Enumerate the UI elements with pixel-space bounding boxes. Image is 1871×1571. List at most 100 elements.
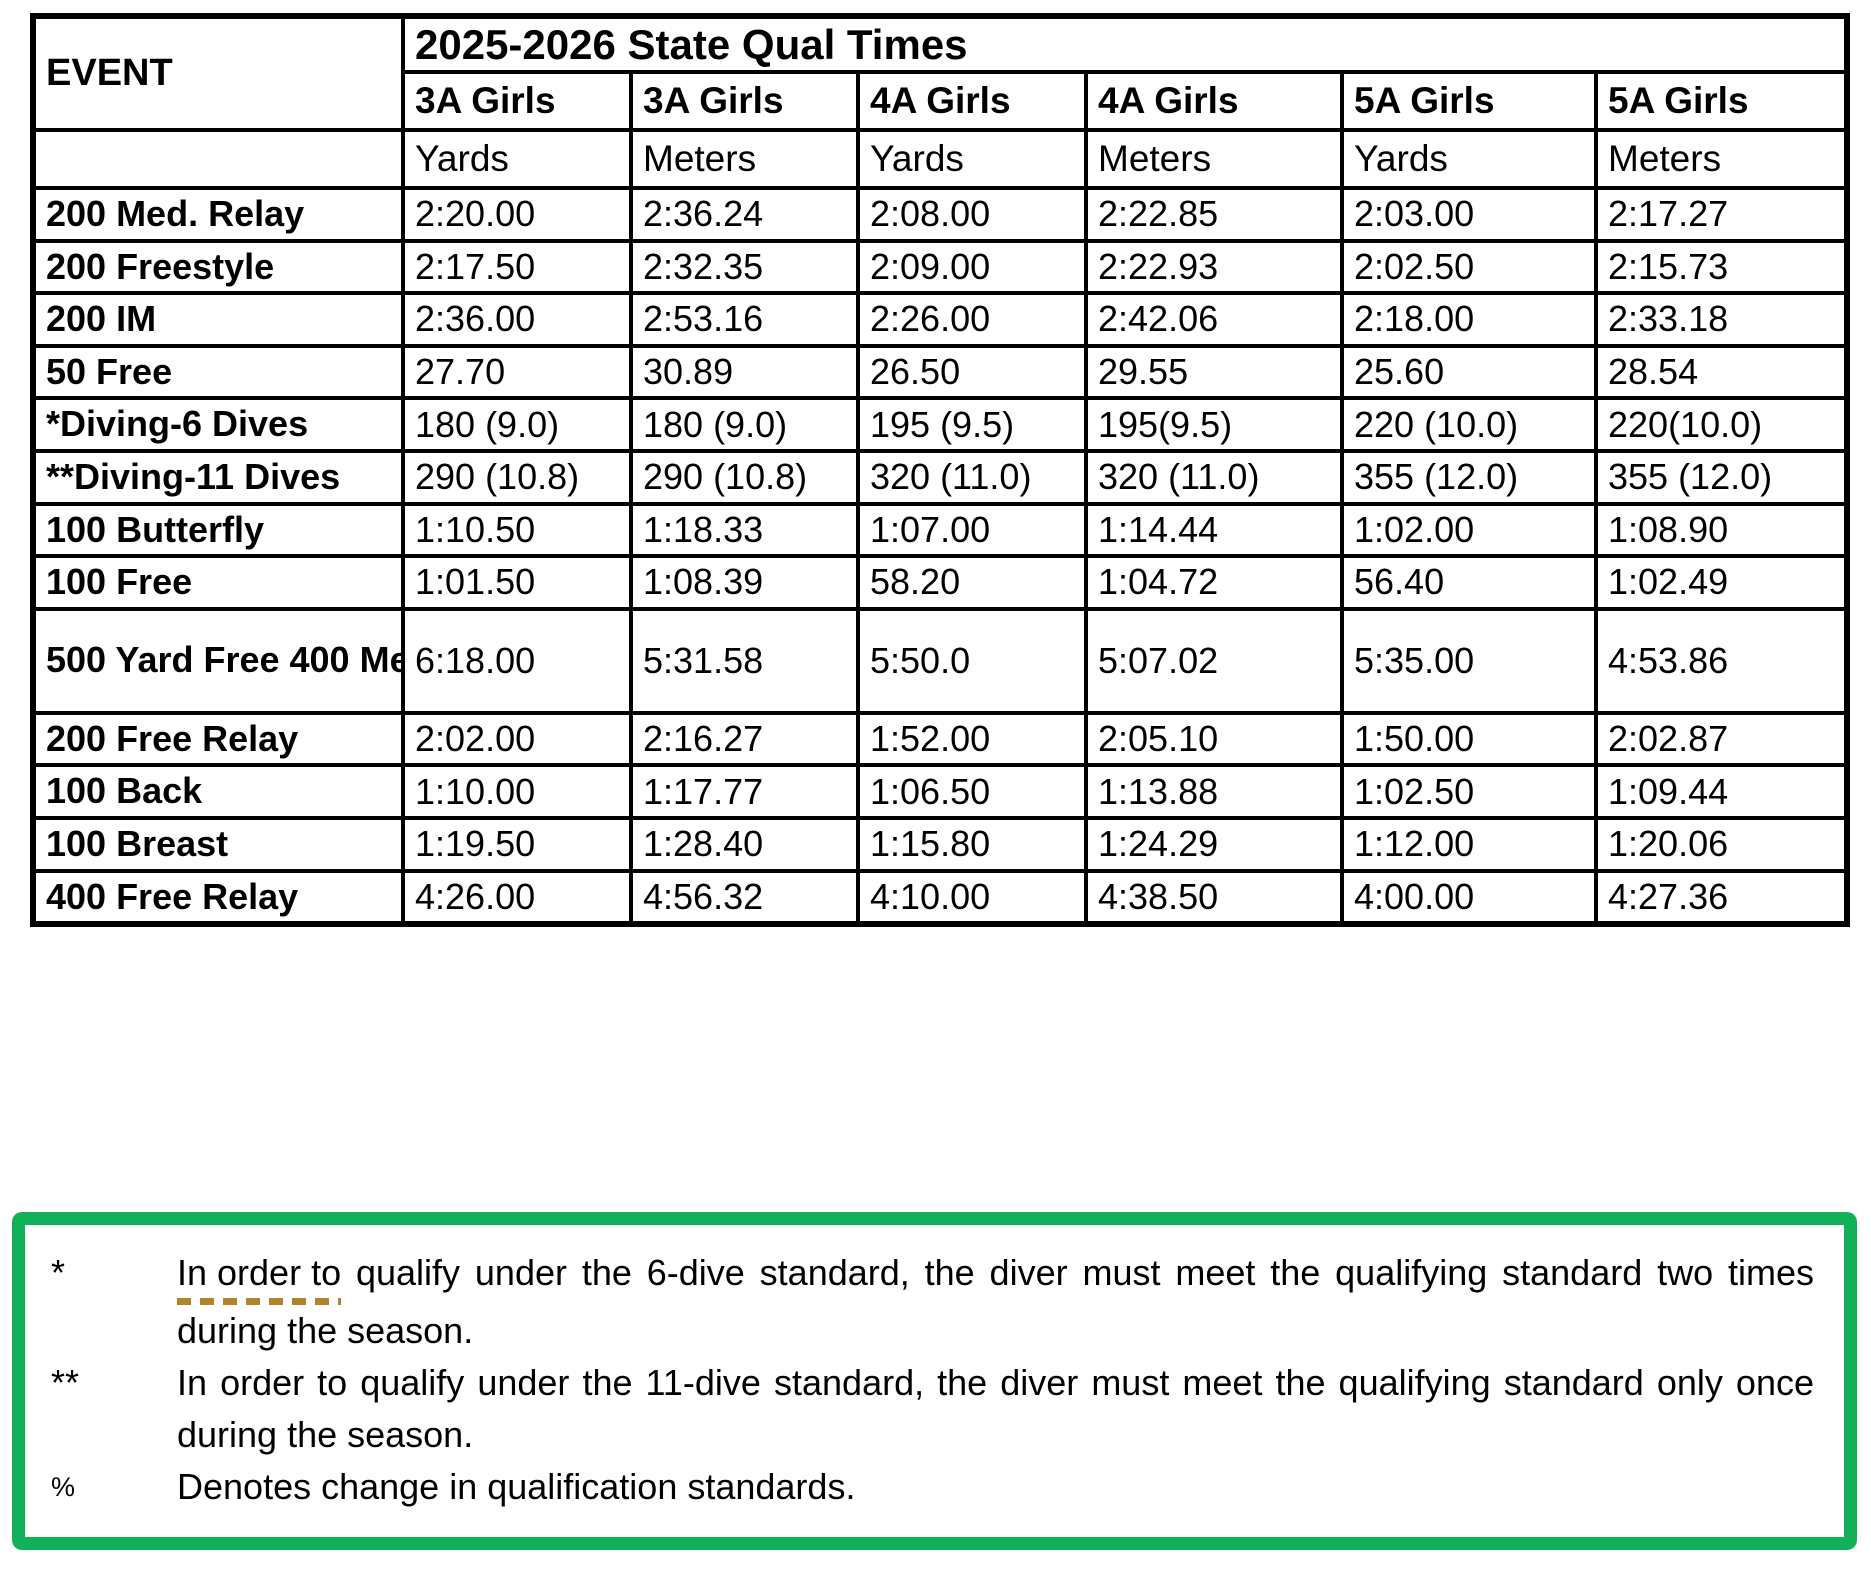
event-cell: 200 IM — [31, 291, 405, 348]
value-cell: 2:42.06 — [1084, 291, 1344, 348]
value-cell: 2:32.35 — [629, 238, 860, 296]
value-cell: 56.40 — [1340, 554, 1598, 611]
unit-header: Meters — [1593, 128, 1850, 190]
value-cell: 320 (11.0) — [856, 448, 1088, 506]
value-cell: 320 (11.0) — [1084, 448, 1344, 506]
event-cell: 100 Free — [31, 554, 405, 611]
value-cell: 1:12.00 — [1340, 815, 1598, 873]
value-cell: 1:15.80 — [856, 815, 1088, 873]
footnotes-box: * In order to qualify under the 6-dive s… — [12, 1212, 1857, 1550]
footnote-text-rest: qualify under the 6-dive standard, the d… — [177, 1252, 1814, 1351]
table-row: **Diving-11 Dives 290 (10.8) 290 (10.8) … — [31, 448, 1850, 506]
value-cell: 27.70 — [401, 343, 633, 401]
unit-header: Meters — [629, 128, 860, 190]
footnote-marker-double-asterisk: ** — [51, 1362, 80, 1403]
table-row: 100 Breast 1:19.50 1:28.40 1:15.80 1:24.… — [31, 815, 1850, 873]
value-cell: 1:17.77 — [629, 763, 860, 820]
value-cell: 2:22.85 — [1084, 186, 1344, 243]
event-column-header: EVENT — [31, 14, 405, 132]
value-cell: 2:20.00 — [401, 186, 633, 243]
footnote-11-dive: ** In order to qualify under the 11-dive… — [37, 1357, 1814, 1461]
value-cell: 1:19.50 — [401, 815, 633, 873]
footnote-text-11-dive: In order to qualify under the 11-dive st… — [177, 1362, 1814, 1455]
unit-header-row: Yards Meters Yards Meters Yards Meters — [31, 128, 1850, 190]
table-row: 200 Free Relay 2:02.00 2:16.27 1:52.00 2… — [31, 710, 1850, 768]
value-cell: 1:08.39 — [629, 554, 860, 611]
table-row: 50 Free 27.70 30.89 26.50 29.55 25.60 28… — [31, 343, 1850, 401]
value-cell: 4:00.00 — [1340, 868, 1598, 927]
value-cell: 2:36.00 — [401, 291, 633, 348]
value-cell: 195(9.5) — [1084, 396, 1344, 453]
table-row: 200 Med. Relay 2:20.00 2:36.24 2:08.00 2… — [31, 186, 1850, 243]
footnote-change: % Denotes change in qualification standa… — [37, 1461, 1814, 1513]
value-cell: 2:02.50 — [1340, 238, 1598, 296]
footnote-text-change: Denotes change in qualification standard… — [177, 1466, 856, 1507]
value-cell: 2:33.18 — [1593, 291, 1850, 348]
value-cell: 1:02.50 — [1340, 763, 1598, 820]
value-cell: 1:06.50 — [856, 763, 1088, 820]
table-header: EVENT 2025-2026 State Qual Times 3A Girl… — [31, 14, 1850, 190]
event-cell: 200 Freestyle — [31, 238, 405, 296]
value-cell: 1:09.44 — [1593, 763, 1850, 820]
value-cell: 2:36.24 — [629, 186, 860, 243]
event-cell: 50 Free — [31, 343, 405, 401]
value-cell: 4:53.86 — [1593, 606, 1850, 715]
group-header-row: 3A Girls 3A Girls 4A Girls 4A Girls 5A G… — [33, 70, 1850, 132]
value-cell: 2:22.93 — [1084, 238, 1344, 296]
value-cell: 220 (10.0) — [1340, 396, 1598, 453]
value-cell: 1:24.29 — [1084, 815, 1344, 873]
value-cell: 2:09.00 — [856, 238, 1088, 296]
unit-header: Yards — [1340, 128, 1598, 190]
footnote-text-6-dive: In order to qualify under the 6-dive sta… — [177, 1247, 1814, 1357]
table-row: *Diving-6 Dives 180 (9.0) 180 (9.0) 195 … — [31, 396, 1850, 453]
value-cell: 5:07.02 — [1084, 606, 1344, 715]
event-cell: 400 Free Relay — [31, 868, 405, 927]
value-cell: 290 (10.8) — [401, 448, 633, 506]
value-cell: 4:38.50 — [1084, 868, 1344, 927]
value-cell: 4:26.00 — [401, 868, 633, 927]
value-cell: 2:08.00 — [856, 186, 1088, 243]
title-row: EVENT 2025-2026 State Qual Times — [31, 14, 1850, 132]
value-cell: 2:53.16 — [629, 291, 860, 348]
value-cell: 58.20 — [856, 554, 1088, 611]
value-cell: 29.55 — [1084, 343, 1344, 401]
value-cell: 30.89 — [629, 343, 860, 401]
value-cell: 355 (12.0) — [1593, 448, 1850, 506]
value-cell: 2:18.00 — [1340, 291, 1598, 348]
value-cell: 180 (9.0) — [629, 396, 860, 453]
value-cell: 1:02.49 — [1593, 554, 1850, 611]
group-header-4a-meters: 4A Girls — [1084, 70, 1344, 132]
value-cell: 1:07.00 — [856, 501, 1088, 559]
event-cell: 500 Yard Free 400 Meter Free — [31, 606, 405, 715]
table-title: 2025-2026 State Qual Times — [400, 14, 1850, 74]
value-cell: 5:35.00 — [1340, 606, 1598, 715]
value-cell: 25.60 — [1340, 343, 1598, 401]
event-cell: 100 Back — [31, 763, 405, 820]
footnote-marker-asterisk: * — [51, 1252, 66, 1293]
unit-header: Yards — [856, 128, 1088, 190]
value-cell: 26.50 — [856, 343, 1088, 401]
blank-cell — [31, 128, 405, 190]
value-cell: 1:10.50 — [401, 501, 633, 559]
value-cell: 1:10.00 — [401, 763, 633, 820]
table-row: 100 Free 1:01.50 1:08.39 58.20 1:04.72 5… — [31, 554, 1850, 611]
value-cell: 220(10.0) — [1593, 396, 1850, 453]
unit-header: Yards — [401, 128, 633, 190]
qual-times-table: EVENT 2025-2026 State Qual Times 3A Girl… — [30, 13, 1851, 928]
value-cell: 4:10.00 — [856, 868, 1088, 927]
group-header-4a-yards: 4A Girls — [856, 70, 1088, 132]
value-cell: 2:02.87 — [1593, 710, 1850, 768]
group-header-3a-yards: 3A Girls — [401, 70, 633, 132]
event-cell: 100 Breast — [31, 815, 405, 873]
value-cell: 1:08.90 — [1593, 501, 1850, 559]
value-cell: 1:20.06 — [1593, 815, 1850, 873]
value-cell: 2:15.73 — [1593, 238, 1850, 296]
value-cell: 180 (9.0) — [401, 396, 633, 453]
event-cell: 100 Butterfly — [31, 501, 405, 559]
table-row: 100 Butterfly 1:10.50 1:18.33 1:07.00 1:… — [31, 501, 1850, 559]
value-cell: 1:01.50 — [401, 554, 633, 611]
value-cell: 4:56.32 — [629, 868, 860, 927]
value-cell: 1:14.44 — [1084, 501, 1344, 559]
value-cell: 2:02.00 — [401, 710, 633, 768]
value-cell: 5:31.58 — [629, 606, 860, 715]
